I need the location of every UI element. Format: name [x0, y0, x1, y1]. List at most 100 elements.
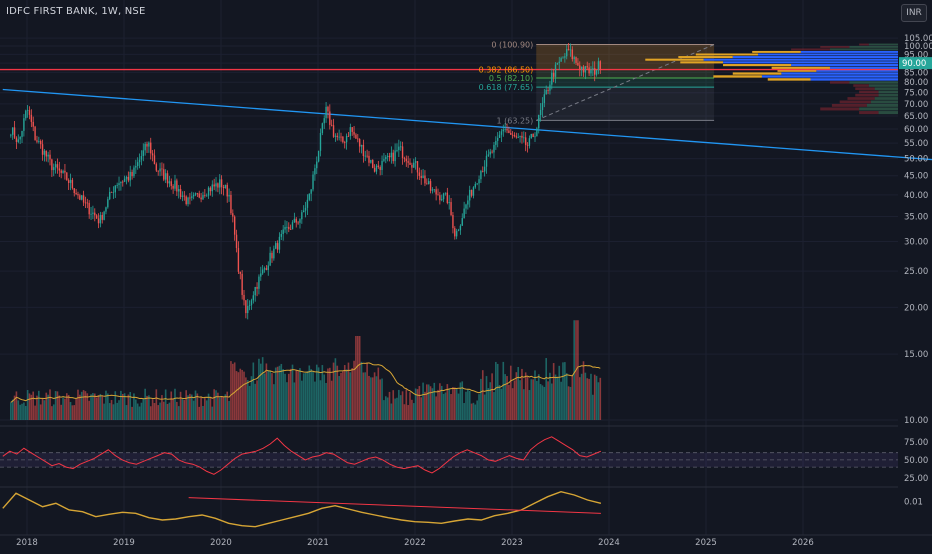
candle-body: [472, 187, 475, 196]
volume-profile-up-bar: [870, 100, 898, 104]
candle-body: [454, 228, 456, 237]
volume-bar: [409, 392, 411, 420]
volume-bar: [218, 397, 221, 420]
candle-body: [467, 200, 469, 205]
volume-bar: [284, 373, 286, 420]
price-axis-label: 30.00: [904, 238, 928, 248]
candle-body: [398, 146, 400, 151]
price-axis-label: 95.00: [904, 50, 928, 60]
volume-profile-down-bar: [752, 50, 801, 53]
volume-bar: [245, 377, 247, 420]
candle-body: [92, 212, 94, 214]
candle-body: [530, 133, 532, 139]
volume-bar: [448, 389, 450, 420]
volume-bar: [28, 393, 31, 420]
volume-profile-down-bar: [732, 72, 782, 75]
candle-body: [56, 164, 59, 169]
volume-bar: [267, 370, 270, 420]
candle-body: [30, 114, 33, 122]
volume-bar: [474, 404, 477, 420]
candle-body: [232, 213, 234, 217]
candle-body: [519, 135, 521, 137]
candle-body: [118, 183, 120, 185]
volume-bar: [161, 395, 163, 420]
volume-bar: [509, 365, 512, 420]
volume-bar: [513, 380, 516, 420]
volume-bar: [351, 368, 353, 420]
candle-body: [547, 89, 549, 91]
fib-zone: [536, 69, 715, 79]
volume-bar: [345, 369, 348, 420]
volume-bar: [532, 379, 534, 420]
candle-body: [194, 193, 197, 195]
candle-body: [463, 208, 465, 219]
candle-body: [245, 300, 247, 314]
candle-body: [437, 194, 439, 196]
volume-bar: [329, 367, 331, 420]
volume-bar: [215, 390, 217, 420]
volume-bar: [239, 368, 242, 420]
volume-bar: [205, 400, 208, 420]
candle-body: [265, 268, 268, 270]
candle-body: [450, 202, 452, 215]
volume-bar: [107, 393, 109, 420]
candle-body: [357, 138, 359, 140]
candle-body: [353, 131, 355, 135]
volume-bar: [420, 397, 423, 420]
volume-bar: [211, 406, 214, 420]
descending-trendline: [2, 88, 932, 161]
candle-body: [517, 136, 519, 138]
volume-bar: [377, 367, 380, 420]
volume-bar: [368, 375, 370, 420]
candle-body: [243, 294, 245, 301]
volume-profile-up-bar: [829, 48, 898, 51]
volume-bar: [308, 365, 311, 420]
volume-bar: [302, 373, 305, 420]
candle-body: [220, 179, 223, 187]
volume-bar: [541, 385, 544, 420]
volume-bar: [396, 397, 398, 420]
volume-bar: [560, 381, 562, 420]
candle-body: [15, 137, 18, 142]
volume-bar: [99, 393, 102, 420]
time-axis-label: 2025: [695, 538, 717, 548]
candle-body: [424, 175, 426, 184]
candle-body: [213, 184, 215, 187]
volume-bar: [112, 404, 115, 420]
volume-bar: [390, 403, 393, 420]
volume-profile-up-bar: [791, 64, 898, 67]
volume-bar: [79, 394, 81, 420]
volume-profile-down-bar: [777, 69, 817, 72]
volume-bar: [181, 399, 184, 420]
volume-bar: [15, 391, 18, 420]
volume-profile-up-bar: [878, 93, 898, 97]
price-axis-label: 10.00: [904, 416, 928, 426]
candle-body: [233, 216, 236, 235]
candle-body: [178, 189, 180, 192]
volume-bar: [481, 370, 484, 420]
candle-body: [314, 168, 316, 175]
candle-body: [217, 183, 219, 188]
candle-body: [355, 134, 357, 139]
price-axis-label: 85.00: [904, 68, 928, 78]
candle-body: [120, 181, 122, 184]
candle-body: [325, 106, 327, 119]
volume-bar: [597, 382, 600, 420]
volume-bar: [334, 358, 337, 420]
time-axis-label: 2023: [501, 538, 523, 548]
volume-bar: [52, 404, 55, 420]
volume-bar: [414, 388, 417, 420]
volume-bar: [138, 406, 141, 420]
currency-badge[interactable]: INR: [901, 4, 927, 22]
volume-bar: [114, 391, 117, 420]
fib-level-label: 0.5 (82.10): [489, 74, 533, 83]
candle-body: [439, 195, 441, 201]
volume-bar: [588, 378, 590, 420]
volume-bar: [537, 374, 540, 420]
candle-body: [344, 142, 346, 143]
volume-bar: [577, 320, 579, 420]
volume-bar: [519, 380, 521, 420]
candle-body: [219, 179, 221, 188]
volume-profile-up-bar: [732, 56, 898, 59]
volume-profile-down-bar: [847, 97, 875, 100]
